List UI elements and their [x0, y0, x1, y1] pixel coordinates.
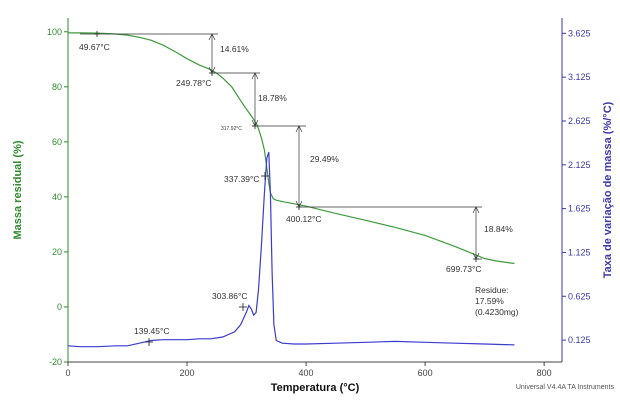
left-tick-label: 40: [52, 192, 62, 202]
onset-label-1: 49.67°C: [79, 42, 110, 52]
left-axis-title: Massa residual (%): [12, 140, 24, 239]
dtg-label-2: 303.86°C: [212, 291, 248, 301]
left-tick-label: -20: [49, 357, 62, 367]
left-tick-label: 60: [52, 137, 62, 147]
residue-mass: (0.4230mg): [475, 307, 519, 317]
bottom-tick-label: 0: [65, 368, 70, 378]
onset-markers: [94, 31, 479, 346]
mass-change-rate-curve: [67, 151, 515, 348]
onset-label-5: 699.73°C: [446, 264, 482, 274]
right-axis-title: Taxa de variação de massa (%/°C): [602, 101, 614, 278]
right-tick-label: 0.125: [568, 335, 591, 345]
residue-label: Residue:: [475, 285, 509, 295]
step-label-1: 14.61%: [220, 44, 249, 54]
step-label-3: 29.49%: [310, 154, 339, 164]
left-tick-label: 100: [47, 27, 62, 37]
bottom-tick-label: 600: [418, 368, 433, 378]
peak-label: 337.39°C: [224, 174, 260, 184]
left-tick-label: 80: [52, 82, 62, 92]
right-tick-label: 2.125: [568, 160, 591, 170]
right-tick-label: 0.625: [568, 291, 591, 301]
bottom-tick-label: 800: [537, 368, 552, 378]
left-tick-label: 0: [57, 302, 62, 312]
dtg-label-1: 139.45°C: [134, 326, 170, 336]
onset-label-2: 249.78°C: [176, 78, 212, 88]
right-tick-label: 1.125: [568, 247, 591, 257]
step-label-4: 18.84%: [484, 224, 513, 234]
bottom-axis-ticks: 0 200 400 600 800: [65, 362, 552, 378]
onset-label-4: 400.12°C: [286, 214, 322, 224]
instrument-footer: Universal V4.4A TA Instruments: [516, 384, 615, 391]
right-tick-label: 3.625: [568, 28, 591, 38]
right-axis-ticks: 0.125 0.625 1.125 1.625 2.125 2.625 3.125 3.625: [562, 28, 591, 345]
left-tick-label: 20: [52, 247, 62, 257]
mass-residual-curve: [68, 32, 515, 265]
onset-label-3: 317.92°C: [221, 126, 242, 132]
bottom-axis-title: Temperatura (°C): [271, 382, 360, 394]
right-tick-label: 2.625: [568, 116, 591, 126]
step-label-2: 18.78%: [258, 93, 287, 103]
left-axis-ticks: -20 0 20 40 60 80 100: [47, 27, 68, 367]
residue-percent: 17.59%: [475, 296, 504, 306]
right-tick-label: 3.125: [568, 72, 591, 82]
bottom-tick-label: 400: [299, 368, 314, 378]
annotation-lines: [80, 33, 482, 260]
bottom-tick-label: 200: [180, 368, 195, 378]
right-tick-label: 1.625: [568, 204, 591, 214]
